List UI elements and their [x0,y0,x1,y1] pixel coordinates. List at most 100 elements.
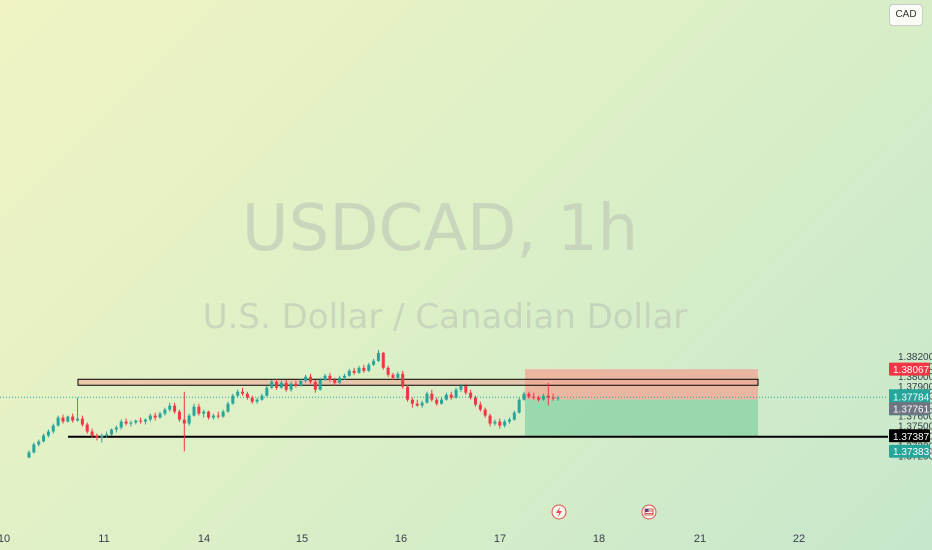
target-price-tag-bg [889,362,930,376]
candle-body [245,393,249,398]
candle [85,422,89,434]
candle-body [241,391,245,394]
entry-price-tag: 1.37761 [889,402,930,416]
candle [80,415,84,427]
candle-body [386,367,390,375]
target-price-tag-text: 1.38067 [893,365,930,376]
candle [129,420,133,427]
candle-body [401,373,405,387]
symbol-watermark: USDCAD, 1h U.S. Dollar / Canadian Dollar [203,192,688,337]
candle-body [90,431,94,436]
candle [473,395,477,407]
candle [376,349,380,362]
target-price-tag: 1.38067 [889,362,930,376]
candle-body [177,411,181,420]
candle [114,425,118,433]
candle-body [105,434,109,436]
candle [449,391,453,400]
candle [197,403,201,416]
candle [537,395,541,402]
entry-price-tag-text: 1.37761 [893,405,930,416]
candle [342,373,346,380]
time-axis[interactable]: 10 11 14 15 16 17 18 21 22 [0,533,805,545]
candle-body [503,421,507,426]
candle-body [357,367,361,373]
candle [551,393,555,401]
candle-body [527,393,531,397]
take-profit-zone[interactable] [525,399,758,437]
resistance-zone[interactable] [77,378,759,386]
candle [435,397,439,406]
candle-body [221,411,225,417]
candle-body [182,419,186,424]
candle [532,392,536,400]
candle-body [323,375,327,380]
candle-body [226,403,230,412]
last-price-text: 1.37784 [893,392,930,403]
flag-icon[interactable] [641,504,657,520]
candle-body [129,422,133,424]
candle [464,383,468,395]
candle [391,372,395,380]
candle [270,379,274,389]
candle-body [250,397,254,402]
candles-layer [27,349,560,459]
candle-body [347,370,351,376]
currency-button[interactable]: CAD [889,4,923,26]
candle [338,375,342,384]
candle-body [551,397,555,399]
candle [313,379,317,393]
candle [177,409,181,422]
candle-body [464,385,468,393]
flash-icon-bolt [556,507,562,517]
candle-body [110,429,114,435]
candle [100,433,104,443]
candle-body [498,421,502,426]
candle-body [415,403,419,406]
candle-body [76,418,80,421]
entry-price-tag-bg [889,402,930,416]
drawing-layer[interactable] [0,369,888,438]
candle [37,439,41,447]
candle [396,371,400,379]
watermark-subtitle: U.S. Dollar / Canadian Dollar [203,297,688,337]
candle [488,413,492,427]
candle [173,402,177,414]
candle [362,364,366,373]
candle-body [537,397,541,400]
candle-body [488,415,492,424]
candle-body [391,374,395,378]
support-alt-price-tag-text: 1.37383 [893,447,930,458]
flag-icon-canton [645,509,649,512]
candle [56,415,60,427]
candle [182,391,186,452]
candle-body [396,373,400,378]
candle [444,392,448,401]
candle [163,407,167,416]
candle [134,419,138,425]
candle-body [71,416,75,421]
candle-body [532,396,536,398]
candle-body [46,431,50,436]
candle-body [139,420,143,422]
candle [226,401,230,413]
candle-body [279,382,283,388]
candle [299,378,303,387]
flash-icon[interactable] [551,504,567,520]
candle-body [425,393,429,403]
candle [386,365,390,377]
candle-body [143,419,147,422]
watermark-title: USDCAD, 1h [242,192,638,266]
candle [61,414,65,424]
candle-body [493,421,497,424]
candle-body [231,395,235,404]
candle-body [473,397,477,405]
candle-body [435,399,439,404]
candle [527,391,531,399]
candle [372,358,376,366]
candle-body [367,364,371,371]
candle [148,413,152,422]
event-icons[interactable] [551,504,657,520]
candle [459,383,463,392]
